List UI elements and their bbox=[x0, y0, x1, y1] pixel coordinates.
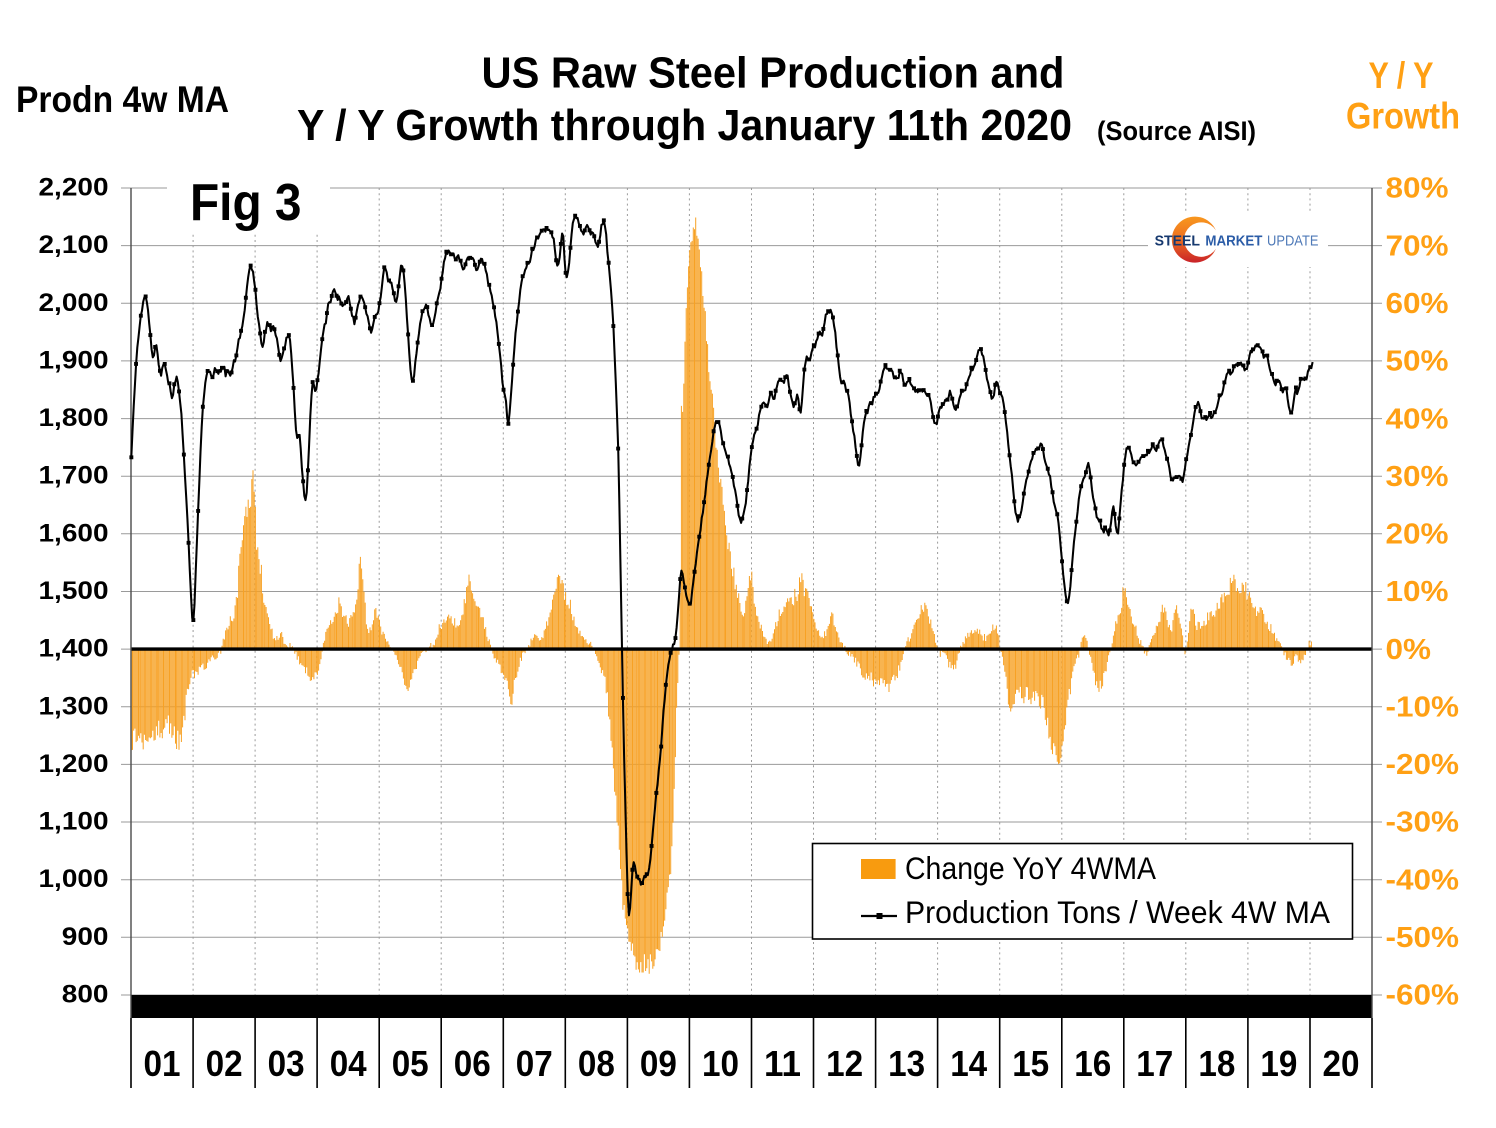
svg-text:Production Tons / Week 4W MA: Production Tons / Week 4W MA bbox=[905, 894, 1330, 930]
svg-text:UPDATE: UPDATE bbox=[1267, 233, 1319, 249]
svg-text:0%: 0% bbox=[1386, 634, 1432, 666]
svg-text:Growth: Growth bbox=[1346, 96, 1460, 137]
svg-text:30%: 30% bbox=[1386, 461, 1449, 493]
svg-text:1,000: 1,000 bbox=[39, 865, 109, 893]
svg-text:Fig 3: Fig 3 bbox=[190, 174, 302, 232]
svg-text:1,600: 1,600 bbox=[39, 519, 109, 547]
svg-text:1,800: 1,800 bbox=[39, 404, 109, 432]
svg-text:2,000: 2,000 bbox=[39, 289, 109, 317]
svg-text:Y / Y Growth through January 1: Y / Y Growth through January 11th 2020 bbox=[297, 102, 1072, 150]
svg-text:01: 01 bbox=[144, 1043, 181, 1084]
svg-text:16: 16 bbox=[1074, 1043, 1111, 1084]
svg-text:800: 800 bbox=[62, 981, 109, 1009]
svg-text:06: 06 bbox=[454, 1043, 491, 1084]
svg-text:STEEL: STEEL bbox=[1155, 232, 1200, 249]
svg-text:-60%: -60% bbox=[1386, 980, 1460, 1012]
svg-text:04: 04 bbox=[330, 1043, 367, 1084]
svg-text:11: 11 bbox=[764, 1043, 801, 1084]
svg-text:Prodn 4w MA: Prodn 4w MA bbox=[16, 79, 229, 120]
svg-text:Change YoY 4WMA: Change YoY 4WMA bbox=[905, 850, 1156, 886]
svg-text:20: 20 bbox=[1323, 1043, 1360, 1084]
svg-text:1,400: 1,400 bbox=[39, 635, 109, 663]
svg-text:(Source AISI): (Source AISI) bbox=[1097, 116, 1256, 146]
svg-text:50%: 50% bbox=[1386, 346, 1449, 378]
svg-text:900: 900 bbox=[62, 923, 109, 951]
svg-text:17: 17 bbox=[1136, 1043, 1173, 1084]
svg-text:2,200: 2,200 bbox=[39, 174, 109, 202]
svg-text:14: 14 bbox=[950, 1043, 987, 1084]
svg-text:2,100: 2,100 bbox=[39, 231, 109, 259]
svg-text:1,300: 1,300 bbox=[39, 692, 109, 720]
svg-text:13: 13 bbox=[888, 1043, 925, 1084]
svg-text:02: 02 bbox=[206, 1043, 243, 1084]
svg-text:80%: 80% bbox=[1386, 173, 1449, 205]
svg-text:60%: 60% bbox=[1386, 288, 1449, 320]
svg-text:MARKET: MARKET bbox=[1205, 232, 1262, 249]
svg-text:10: 10 bbox=[702, 1043, 739, 1084]
svg-text:18: 18 bbox=[1198, 1043, 1235, 1084]
svg-text:70%: 70% bbox=[1386, 230, 1449, 262]
svg-text:1,900: 1,900 bbox=[39, 346, 109, 374]
svg-text:07: 07 bbox=[516, 1043, 553, 1084]
svg-text:1,200: 1,200 bbox=[39, 750, 109, 778]
svg-text:10%: 10% bbox=[1386, 576, 1449, 608]
svg-text:-40%: -40% bbox=[1386, 864, 1460, 896]
svg-text:-10%: -10% bbox=[1386, 692, 1460, 724]
svg-text:09: 09 bbox=[640, 1043, 677, 1084]
svg-text:Y / Y: Y / Y bbox=[1369, 55, 1434, 96]
svg-text:03: 03 bbox=[268, 1043, 305, 1084]
svg-text:1,100: 1,100 bbox=[39, 808, 109, 836]
svg-text:19: 19 bbox=[1260, 1043, 1297, 1084]
svg-text:08: 08 bbox=[578, 1043, 615, 1084]
svg-text:-50%: -50% bbox=[1386, 922, 1460, 954]
svg-text:05: 05 bbox=[392, 1043, 429, 1084]
svg-text:12: 12 bbox=[826, 1043, 863, 1084]
svg-text:1,500: 1,500 bbox=[39, 577, 109, 605]
svg-text:20%: 20% bbox=[1386, 519, 1449, 551]
svg-text:-20%: -20% bbox=[1386, 749, 1460, 781]
svg-text:US Raw Steel Production and: US Raw Steel Production and bbox=[482, 50, 1065, 98]
svg-text:40%: 40% bbox=[1386, 403, 1449, 435]
svg-text:-30%: -30% bbox=[1386, 807, 1460, 839]
svg-text:15: 15 bbox=[1012, 1043, 1049, 1084]
svg-text:1,700: 1,700 bbox=[39, 462, 109, 490]
